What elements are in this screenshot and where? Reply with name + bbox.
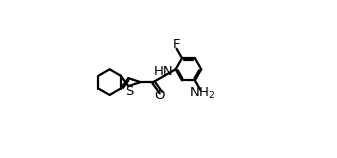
Text: S: S (125, 85, 133, 98)
Text: F: F (172, 38, 180, 51)
Text: HN: HN (154, 65, 174, 78)
Text: NH$_2$: NH$_2$ (189, 86, 215, 101)
Text: O: O (154, 89, 165, 103)
